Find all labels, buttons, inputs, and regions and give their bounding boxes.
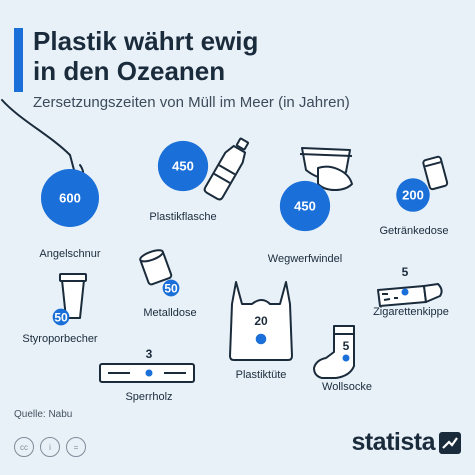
category-label-plastiktüte: Plastiktüte [236, 369, 287, 381]
bubble-angelschnur [41, 169, 99, 227]
category-label-angelschnur: Angelschnur [39, 248, 100, 260]
category-label-wollsocke: Wollsocke [322, 381, 372, 393]
value-label-metalldose: 50 [164, 282, 178, 296]
info-icon[interactable]: i [40, 437, 60, 457]
category-label-plastikflasche: Plastikflasche [149, 211, 216, 223]
sock-icon [313, 325, 355, 379]
category-label-wegwerfwindel: Wegwerfwindel [268, 253, 342, 265]
subtitle: Zersetzungszeiten von Müll im Meer (in J… [33, 94, 350, 111]
bubble-getränkedose [396, 178, 430, 212]
cigarette-icon [377, 283, 443, 307]
plastic-bag-icon [229, 281, 293, 361]
bubble-layer: 600 Angelschnur 450 Plastikflasche 450 Wegwer… [22, 140, 449, 403]
value-label-styroporbecher: 50 [54, 311, 68, 325]
logo-text: statista [351, 428, 435, 456]
value-label-plastikflasche: 450 [172, 159, 194, 174]
value-label-zigarettenkippe: 5 [402, 265, 409, 279]
category-label-sperrholz: Sperrholz [125, 391, 172, 403]
value-label-wegwerfwindel: 450 [294, 199, 316, 214]
cc-icon[interactable]: cc [14, 437, 34, 457]
bubble-metalldose [162, 279, 180, 297]
bubble-wegwerfwindel [279, 180, 331, 232]
accent-bar [14, 28, 23, 92]
value-label-plastiktüte: 20 [254, 314, 268, 328]
value-label-getränkedose: 200 [402, 188, 424, 203]
plastic-bottle-icon [203, 137, 249, 201]
title-line-2: in den Ozeanen [33, 56, 226, 86]
diaper-icon [299, 147, 353, 191]
bubble-styroporbecher [52, 308, 70, 326]
title-line-1: Plastik währt ewig [33, 26, 259, 56]
drink-can-icon [422, 155, 449, 191]
foam-cup-icon [59, 273, 87, 319]
value-label-sperrholz: 3 [146, 347, 153, 361]
statista-logo[interactable]: statista [351, 428, 461, 457]
category-label-getränkedose: Getränkedose [379, 225, 448, 237]
category-label-zigarettenkippe: Zigarettenkippe [373, 306, 449, 318]
equals-icon[interactable]: = [66, 437, 86, 457]
page-title: Plastik währt ewig in den Ozeanen [33, 26, 258, 86]
bubble-sperrholz [145, 369, 153, 377]
bubble-plastikflasche [157, 140, 209, 192]
bubble-plastiktüte [255, 333, 267, 345]
bubble-zigarettenkippe [401, 288, 409, 296]
source-note: Quelle: Nabu [14, 409, 73, 420]
bubble-wollsocke [342, 354, 350, 362]
category-label-styroporbecher: Styroporbecher [22, 333, 98, 345]
value-label-wollsocke: 5 [343, 339, 350, 353]
logo-mark-icon [439, 431, 461, 454]
category-label-metalldose: Metalldose [143, 307, 196, 319]
metal-can-icon [139, 249, 173, 286]
value-label-angelschnur: 600 [59, 191, 81, 206]
